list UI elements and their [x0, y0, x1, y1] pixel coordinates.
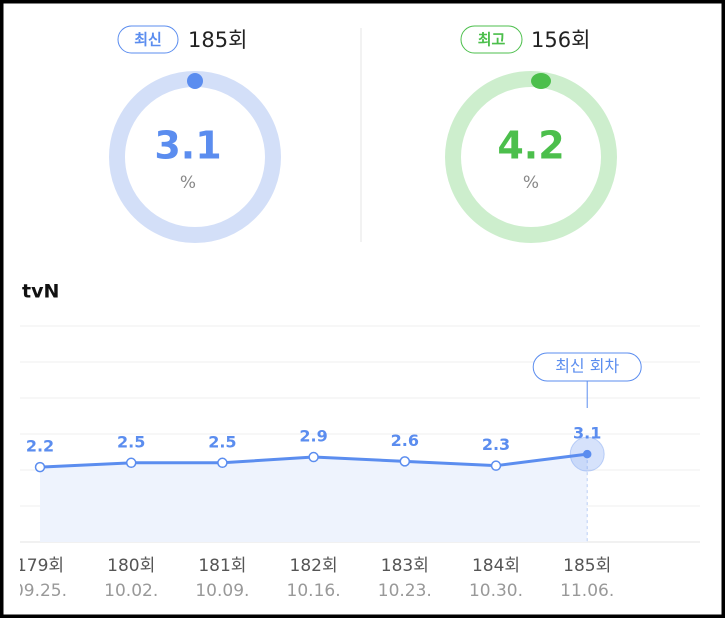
- episode: 185회: [188, 28, 247, 52]
- x-date-label: 09.25.: [13, 581, 67, 601]
- chart-title: tvN: [22, 281, 59, 303]
- value-label: 2.6: [391, 431, 419, 450]
- x-tick-label: 181회: [198, 556, 246, 576]
- episode: 156회: [531, 28, 590, 52]
- x-date-label: 11.06.: [560, 581, 614, 601]
- value-label: 2.5: [117, 432, 145, 451]
- point: [125, 457, 137, 469]
- point: [217, 457, 228, 469]
- point: [308, 451, 319, 463]
- badge-text: 최신: [134, 31, 162, 49]
- annotation: 최신 회차: [555, 357, 619, 376]
- area: [40, 454, 588, 542]
- x-tick-label: 185회: [563, 556, 611, 576]
- gauge-dot: [531, 73, 551, 89]
- value-label: 2.9: [299, 427, 327, 446]
- badge: [117, 25, 179, 54]
- plot: 2.2 179회 09.25. 2.5 180회 10.02. 2.5 181회 10.09. 2…: [13, 325, 700, 601]
- x-tick-label: 184회: [472, 556, 520, 576]
- value-label: 2.2: [26, 437, 54, 456]
- gauge-dot: [187, 73, 203, 89]
- point: [582, 449, 592, 459]
- value-label: 2.5: [208, 432, 236, 451]
- badge: [460, 25, 523, 54]
- x-date-label: 10.09.: [195, 581, 249, 601]
- x-date-label: 10.02.: [104, 581, 158, 601]
- x-date-label: 10.23.: [378, 581, 432, 601]
- x-tick-label: 183회: [381, 556, 429, 576]
- annotation-box: [532, 352, 642, 382]
- x-tick-label: 180회: [107, 556, 155, 576]
- gauge-unit: %: [180, 173, 196, 193]
- gauge-ring: [445, 71, 617, 243]
- x-tick-label: 182회: [290, 556, 338, 576]
- value-label: 2.3: [482, 435, 510, 454]
- x-tick-label: 179회: [16, 556, 64, 576]
- value-label: 3.1: [573, 424, 601, 443]
- point: [399, 456, 411, 467]
- x-date-label: 10.16.: [287, 581, 341, 601]
- gauge-value: 4.2: [497, 124, 564, 168]
- gauge-value: 3.1: [154, 124, 221, 168]
- point: [34, 461, 46, 473]
- x-date-label: 10.30.: [469, 581, 523, 601]
- point: [490, 460, 502, 471]
- badge-text: 최고: [478, 31, 506, 49]
- gauge-unit: %: [523, 173, 539, 193]
